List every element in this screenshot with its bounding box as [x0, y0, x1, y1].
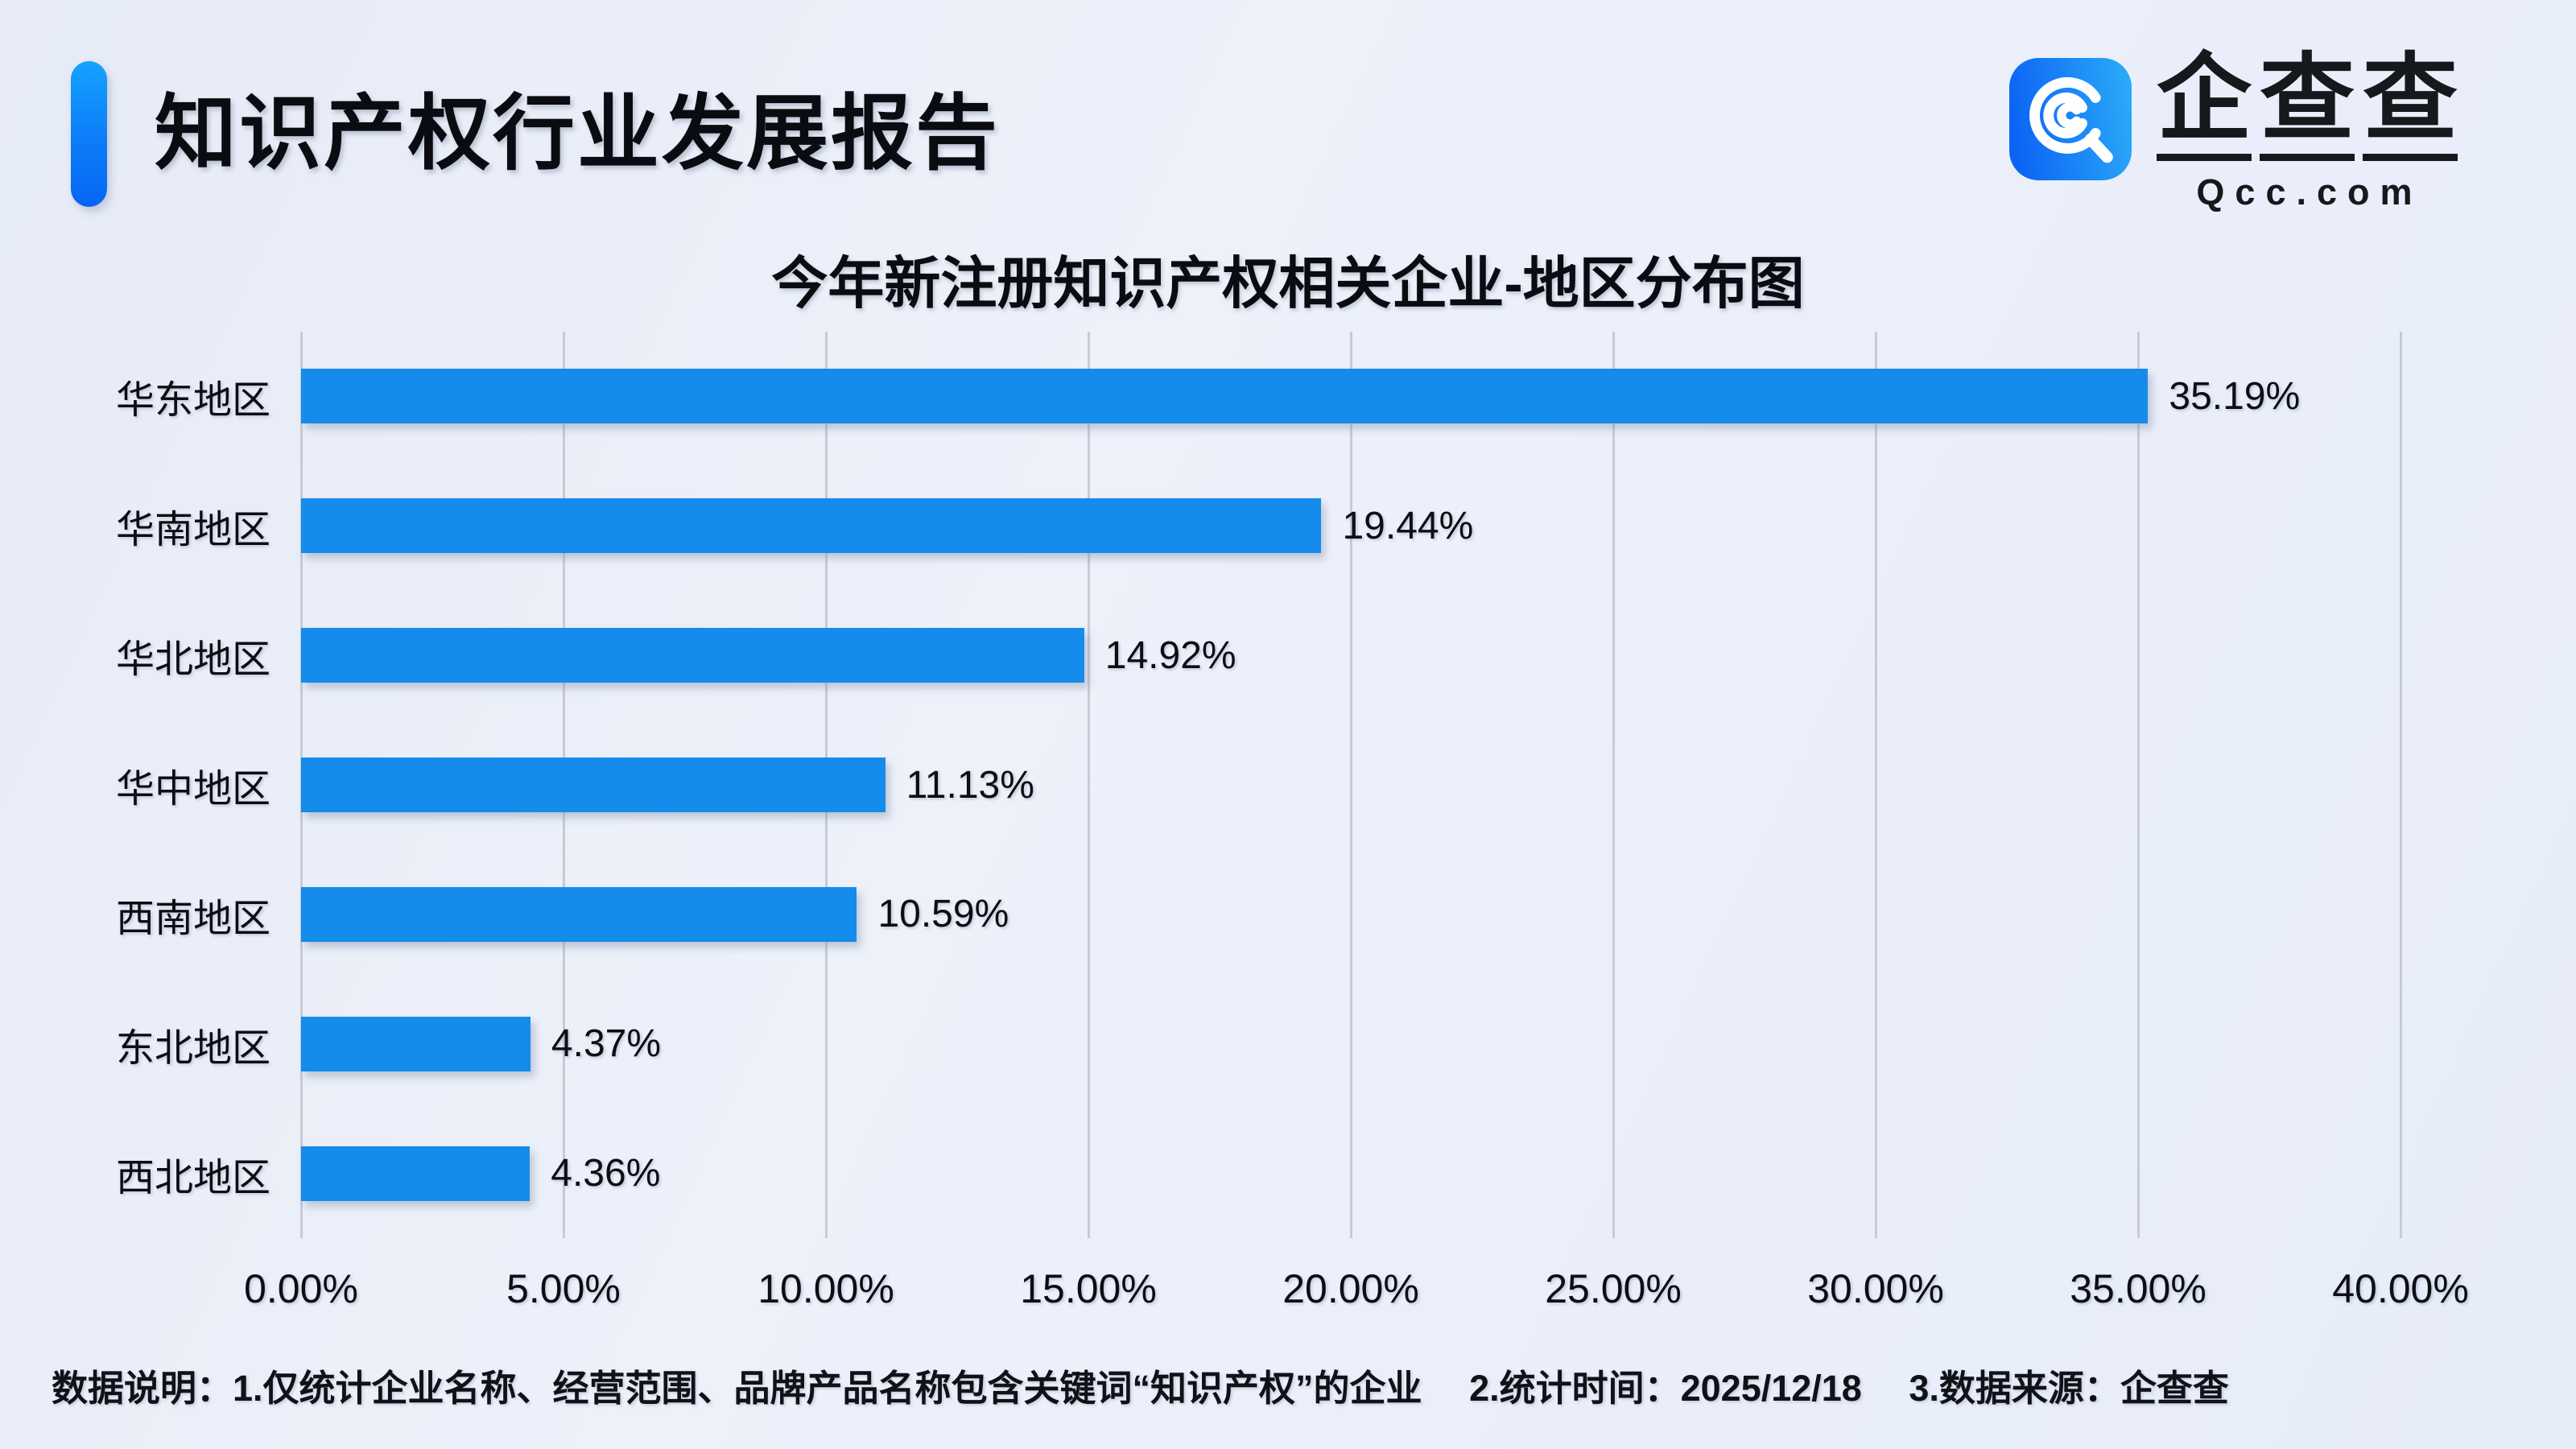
category-label: 西北地区	[115, 1156, 270, 1199]
footnote: 数据说明：1.仅统计企业名称、经营范围、品牌产品名称包含关键词“知识产权”的企业…	[52, 1359, 2531, 1411]
x-axis-tick-label: 20.00%	[1282, 1266, 1419, 1311]
chart-row: 西南地区 10.59%	[32, 849, 2401, 979]
category-label: 华中地区	[115, 768, 270, 811]
category-label: 东北地区	[115, 1026, 270, 1070]
bar	[301, 886, 857, 942]
bar	[301, 369, 2149, 424]
category-label: 华南地区	[115, 509, 270, 552]
qcc-logo-text: 企查查 Qcc.com	[2153, 49, 2462, 213]
qcc-magnifier-icon	[2008, 58, 2132, 180]
gridline	[1350, 332, 1352, 1238]
gridline	[2400, 332, 2402, 1238]
x-axis-tick-label: 15.00%	[1020, 1266, 1157, 1311]
x-axis-tick-label: 5.00%	[506, 1266, 621, 1311]
bar-track: 19.44%	[301, 461, 2401, 591]
x-axis-tick-label: 25.00%	[1545, 1266, 1682, 1311]
footnote-item: 3.数据来源：企查查	[1909, 1368, 2229, 1409]
x-axis: 0.00% 5.00% 10.00% 15.00% 20.00% 25.00% 30.00%…	[244, 1265, 2469, 1322]
chart-row: 华南地区 19.44%	[32, 461, 2401, 591]
chart-title: 今年新注册知识产权相关企业-地区分布图	[771, 252, 1805, 315]
bar-value-label: 19.44%	[1342, 504, 1474, 547]
category-label: 华北地区	[115, 638, 270, 682]
logo-char: 企	[2156, 49, 2252, 161]
bar-track: 14.92%	[301, 591, 2401, 720]
chart-rows: 华东地区 35.19% 华南地区 19.44% 华北地区 14.92% 华中地区 11.13%…	[32, 332, 2401, 1238]
bar	[301, 758, 886, 812]
bar	[301, 1016, 530, 1071]
bar-track: 4.37%	[301, 979, 2401, 1108]
chart-row: 华东地区 35.19%	[32, 332, 2401, 461]
bar-value-label: 14.92%	[1104, 634, 1236, 677]
qcc-logo: 企查查 Qcc.com	[2008, 49, 2462, 213]
qcc-logo-name: 企查查	[2153, 49, 2462, 161]
x-axis-tick-label: 10.00%	[758, 1266, 894, 1311]
gridline	[1088, 332, 1090, 1238]
bar-value-label: 35.19%	[2169, 374, 2301, 418]
title-accent-bar	[71, 61, 107, 207]
bar-track: 4.36%	[301, 1108, 2401, 1238]
footnote-item: 2.统计时间：2025/12/18	[1469, 1368, 1862, 1409]
bar-value-label: 10.59%	[877, 893, 1009, 936]
x-axis-tick-label: 35.00%	[2070, 1266, 2207, 1311]
logo-char: 查	[2259, 49, 2355, 161]
bar-value-label: 4.37%	[551, 1022, 662, 1066]
qcc-logo-domain: Qcc.com	[2196, 171, 2423, 213]
bar-value-label: 11.13%	[906, 763, 1034, 807]
chart-row: 华北地区 14.92%	[32, 591, 2401, 720]
logo-char: 查	[2362, 49, 2458, 161]
gridline	[1875, 332, 1877, 1238]
x-axis-tick-label: 40.00%	[2332, 1266, 2469, 1311]
gridline	[1612, 332, 1615, 1238]
chart-row: 西北地区 4.36%	[32, 1108, 2401, 1238]
gridline	[2137, 332, 2140, 1238]
chart-row: 东北地区 4.37%	[32, 979, 2401, 1108]
bar	[301, 1146, 530, 1201]
x-axis-tick-label: 0.00%	[244, 1266, 358, 1311]
chart-row: 华中地区 11.13%	[32, 720, 2401, 850]
bar	[301, 498, 1322, 554]
bar-track: 11.13%	[301, 720, 2401, 850]
category-label: 华东地区	[115, 379, 270, 423]
footnote-label: 数据说明：	[52, 1368, 233, 1409]
bar-value-label: 4.36%	[551, 1152, 661, 1195]
x-axis-tick-label: 30.00%	[1807, 1266, 1944, 1311]
footnote-item: 1.仅统计企业名称、经营范围、品牌产品名称包含关键词“知识产权”的企业	[233, 1368, 1422, 1409]
bar	[301, 628, 1084, 683]
page-title: 知识产权行业发展报告	[155, 88, 1000, 180]
bar-track: 10.59%	[301, 849, 2401, 979]
category-label: 西南地区	[115, 897, 270, 940]
bar-track: 35.19%	[301, 332, 2401, 461]
